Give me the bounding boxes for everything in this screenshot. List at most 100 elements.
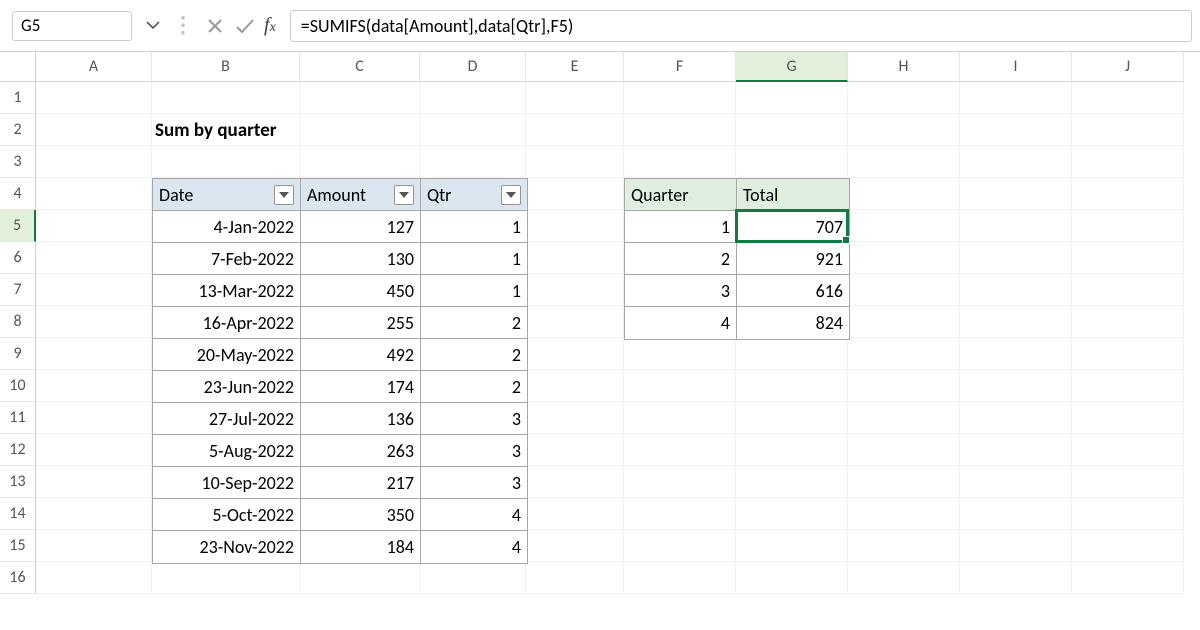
cell-H12[interactable] [848, 434, 960, 466]
cell-H4[interactable] [848, 178, 960, 210]
cell-B3[interactable] [152, 146, 300, 178]
cell-A8[interactable] [36, 306, 152, 338]
data-cell[interactable]: 824 [737, 307, 849, 339]
cell-C1[interactable] [300, 82, 420, 114]
cell-I3[interactable] [960, 146, 1072, 178]
data-cell[interactable]: 4 [625, 307, 737, 339]
cell-H13[interactable] [848, 466, 960, 498]
cell-I12[interactable] [960, 434, 1072, 466]
cell-G15[interactable] [736, 530, 848, 562]
cell-H10[interactable] [848, 370, 960, 402]
cell-I4[interactable] [960, 178, 1072, 210]
cell-E13[interactable] [526, 466, 624, 498]
cell-G1[interactable] [736, 82, 848, 114]
cell-J1[interactable] [1072, 82, 1184, 114]
data-cell[interactable]: 136 [301, 403, 421, 435]
cancel-button[interactable] [200, 11, 230, 41]
row-header-15[interactable]: 15 [0, 530, 36, 562]
row-header-3[interactable]: 3 [0, 146, 36, 178]
cell-J16[interactable] [1072, 562, 1184, 594]
row-header-7[interactable]: 7 [0, 274, 36, 306]
cell-G10[interactable] [736, 370, 848, 402]
row-header-9[interactable]: 9 [0, 338, 36, 370]
cell-A5[interactable] [36, 210, 152, 242]
cell-E4[interactable] [526, 178, 624, 210]
cell-E14[interactable] [526, 498, 624, 530]
cell-J13[interactable] [1072, 466, 1184, 498]
cell-J4[interactable] [1072, 178, 1184, 210]
row-header-11[interactable]: 11 [0, 402, 36, 434]
cell-H15[interactable] [848, 530, 960, 562]
cell-F3[interactable] [624, 146, 736, 178]
name-box-dropdown-icon[interactable] [140, 17, 166, 35]
cell-B1[interactable] [152, 82, 300, 114]
cell-F11[interactable] [624, 402, 736, 434]
cell-E11[interactable] [526, 402, 624, 434]
cell-A9[interactable] [36, 338, 152, 370]
data-cell[interactable]: 4 [421, 531, 527, 563]
fill-handle[interactable] [842, 236, 850, 244]
data-cell[interactable]: 2 [421, 371, 527, 403]
cell-E7[interactable] [526, 274, 624, 306]
data-cell[interactable]: 127 [301, 211, 421, 243]
data-cell[interactable]: 616 [737, 275, 849, 307]
cell-A7[interactable] [36, 274, 152, 306]
cell-J10[interactable] [1072, 370, 1184, 402]
cell-E5[interactable] [526, 210, 624, 242]
cell-F13[interactable] [624, 466, 736, 498]
cell-G11[interactable] [736, 402, 848, 434]
column-header-J[interactable]: J [1072, 52, 1184, 82]
cell-J12[interactable] [1072, 434, 1184, 466]
cell-A15[interactable] [36, 530, 152, 562]
data-cell[interactable]: 450 [301, 275, 421, 307]
cell-G12[interactable] [736, 434, 848, 466]
data-cell[interactable]: 16-Apr-2022 [153, 307, 301, 339]
data-cell[interactable]: 350 [301, 499, 421, 531]
data-cell[interactable]: 255 [301, 307, 421, 339]
row-header-16[interactable]: 16 [0, 562, 36, 594]
cell-F15[interactable] [624, 530, 736, 562]
cell-E15[interactable] [526, 530, 624, 562]
data-cell[interactable]: 3 [625, 275, 737, 307]
data-cell[interactable]: 3 [421, 435, 527, 467]
data-cell[interactable]: 184 [301, 531, 421, 563]
cell-E9[interactable] [526, 338, 624, 370]
data-cell[interactable]: 2 [625, 243, 737, 275]
cell-J8[interactable] [1072, 306, 1184, 338]
cell-H9[interactable] [848, 338, 960, 370]
cell-I13[interactable] [960, 466, 1072, 498]
data-cell[interactable]: 20-May-2022 [153, 339, 301, 371]
data-cell[interactable]: 23-Jun-2022 [153, 371, 301, 403]
cell-A11[interactable] [36, 402, 152, 434]
cell-I7[interactable] [960, 274, 1072, 306]
cell-F16[interactable] [624, 562, 736, 594]
column-header-D[interactable]: D [420, 52, 526, 82]
cell-J3[interactable] [1072, 146, 1184, 178]
cell-C3[interactable] [300, 146, 420, 178]
cell-I10[interactable] [960, 370, 1072, 402]
data-cell[interactable]: 23-Nov-2022 [153, 531, 301, 563]
cell-H7[interactable] [848, 274, 960, 306]
cell-H3[interactable] [848, 146, 960, 178]
column-header-G[interactable]: G [736, 52, 848, 82]
cell-F10[interactable] [624, 370, 736, 402]
cell-E1[interactable] [526, 82, 624, 114]
data-cell[interactable]: 1 [421, 275, 527, 307]
cell-F2[interactable] [624, 114, 736, 146]
data-cell[interactable]: 3 [421, 467, 527, 499]
column-header-E[interactable]: E [526, 52, 624, 82]
cell-C16[interactable] [300, 562, 420, 594]
cell-J14[interactable] [1072, 498, 1184, 530]
row-header-13[interactable]: 13 [0, 466, 36, 498]
cell-I9[interactable] [960, 338, 1072, 370]
row-header-1[interactable]: 1 [0, 82, 36, 114]
row-header-4[interactable]: 4 [0, 178, 36, 210]
cell-A14[interactable] [36, 498, 152, 530]
cell-E6[interactable] [526, 242, 624, 274]
column-header-A[interactable]: A [36, 52, 152, 82]
cell-D16[interactable] [420, 562, 526, 594]
cell-H11[interactable] [848, 402, 960, 434]
name-box[interactable]: G5 [12, 11, 132, 41]
formula-input[interactable] [290, 10, 1192, 42]
row-header-6[interactable]: 6 [0, 242, 36, 274]
